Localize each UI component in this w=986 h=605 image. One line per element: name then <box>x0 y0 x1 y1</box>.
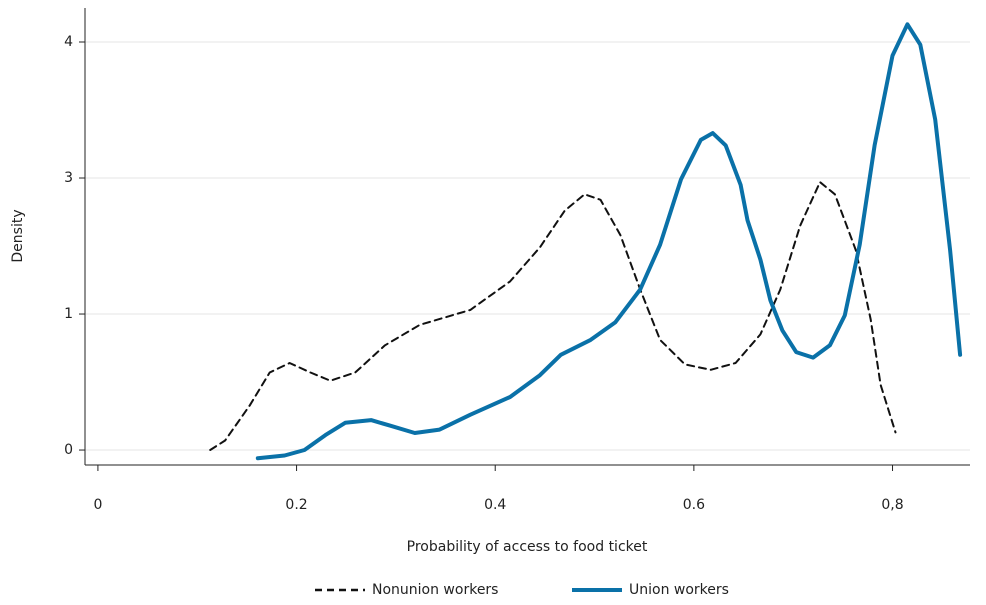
y-axis-label: Density <box>10 209 26 262</box>
x-axis-label: Probability of access to food ticket <box>407 539 648 555</box>
x-tick-label: 0.6 <box>683 497 705 513</box>
y-tick-label: 3 <box>64 170 73 186</box>
x-tick-label: 0.2 <box>285 497 307 513</box>
y-tick-label: 0 <box>64 442 73 458</box>
x-tick-label: 0 <box>93 497 102 513</box>
legend-label: Union workers <box>629 582 729 598</box>
x-tick-label: 0.4 <box>484 497 506 513</box>
x-tick-label: 0,8 <box>881 497 903 513</box>
y-tick-label: 4 <box>64 34 73 50</box>
y-tick-label: 1 <box>64 306 73 322</box>
series-line <box>209 181 897 451</box>
legend-label: Nonunion workers <box>372 582 498 598</box>
series-line <box>255 22 963 461</box>
